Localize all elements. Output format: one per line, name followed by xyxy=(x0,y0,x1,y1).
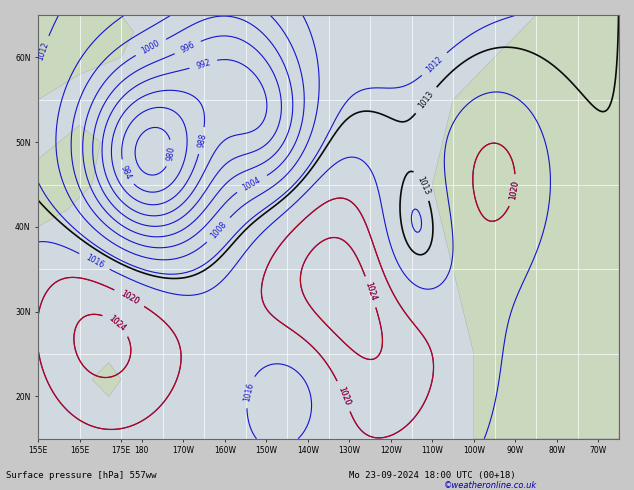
Text: 988: 988 xyxy=(196,133,208,148)
Text: 1020: 1020 xyxy=(336,386,351,407)
Text: 1024: 1024 xyxy=(107,314,127,334)
Polygon shape xyxy=(92,363,121,396)
Polygon shape xyxy=(38,15,134,100)
Text: 992: 992 xyxy=(195,57,212,71)
Text: 1024: 1024 xyxy=(363,281,378,302)
Text: 1020: 1020 xyxy=(119,289,140,306)
Text: 1008: 1008 xyxy=(209,220,228,240)
Text: 1004: 1004 xyxy=(241,175,262,192)
Text: 1020: 1020 xyxy=(119,289,140,306)
Text: 1013: 1013 xyxy=(417,90,436,111)
Text: 1012: 1012 xyxy=(424,54,444,74)
Text: Surface pressure [hPa] 557ww: Surface pressure [hPa] 557ww xyxy=(6,471,157,480)
Text: ©weatheronline.co.uk: ©weatheronline.co.uk xyxy=(444,481,537,490)
Text: 1020: 1020 xyxy=(508,180,520,201)
Text: 1024: 1024 xyxy=(363,281,378,302)
Text: 1016: 1016 xyxy=(242,382,255,402)
Text: 1000: 1000 xyxy=(140,39,162,56)
Text: Mo 23-09-2024 18:00 UTC (00+18): Mo 23-09-2024 18:00 UTC (00+18) xyxy=(349,471,515,480)
Text: 1020: 1020 xyxy=(508,180,520,201)
Text: 1016: 1016 xyxy=(84,253,105,270)
Text: 1012: 1012 xyxy=(36,41,50,62)
Text: 1020: 1020 xyxy=(336,386,351,407)
Text: 996: 996 xyxy=(179,40,197,55)
Polygon shape xyxy=(432,15,619,439)
Text: 980: 980 xyxy=(165,146,176,161)
Text: 1013: 1013 xyxy=(415,175,431,196)
Text: 984: 984 xyxy=(119,164,133,181)
Text: 1024: 1024 xyxy=(107,314,127,334)
Polygon shape xyxy=(38,125,100,227)
